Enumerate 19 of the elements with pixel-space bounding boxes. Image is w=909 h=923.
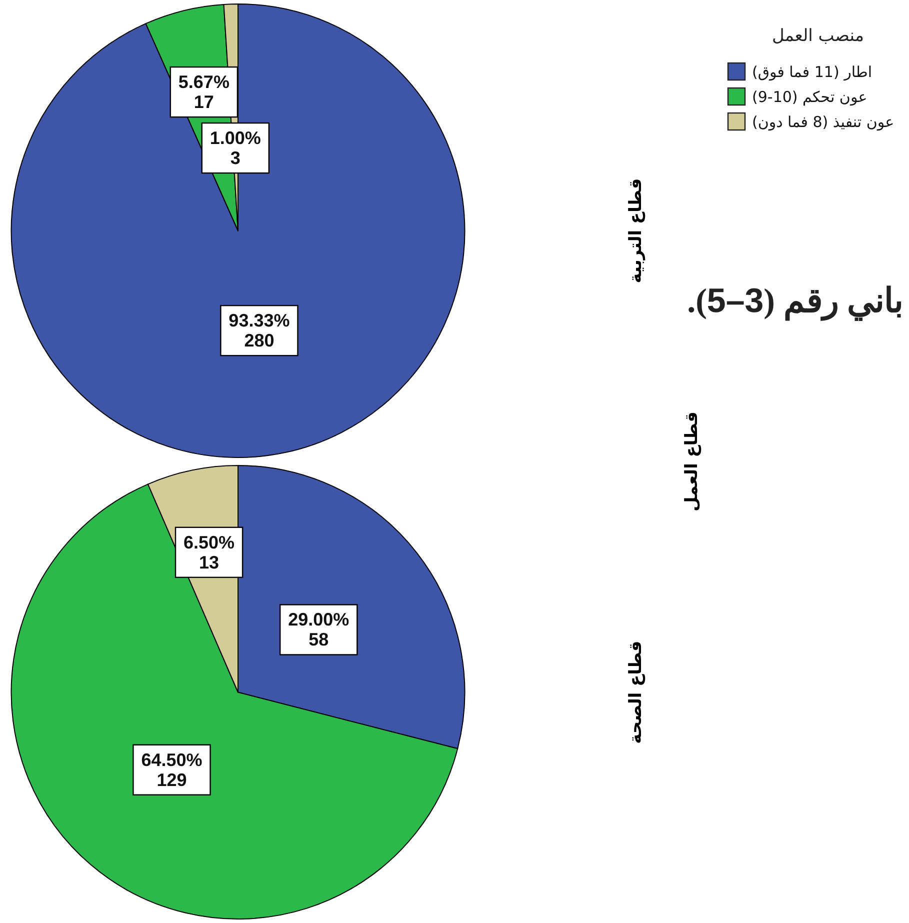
- text: قطاع التربية: [626, 178, 646, 284]
- data-label: 1.00% 3: [210, 128, 261, 168]
- data-label: 93.33% 280: [228, 310, 290, 351]
- legend-label: عون تحكم (10-9): [752, 88, 868, 106]
- text: قطاع العمل: [682, 412, 702, 512]
- legend-label: عون تنفيذ (8 فما دون): [752, 113, 894, 131]
- data-label: 5.67% 17: [170, 66, 238, 118]
- data-label: 29.00% 58: [280, 604, 358, 656]
- legend-title: منصب العمل: [772, 26, 864, 46]
- data-label: 93.33% 280: [220, 304, 298, 356]
- data-label: 29.00% 58: [288, 610, 350, 650]
- data-label: 64.50% 129: [141, 750, 202, 790]
- data-label: 64.50% 129: [132, 744, 211, 796]
- data-label: 6.50% 13: [174, 526, 244, 578]
- data-label: 5.67% 17: [178, 72, 230, 112]
- data-label: 6.50% 13: [184, 532, 235, 572]
- legend-label: اطار (11 فما فوق): [752, 63, 872, 81]
- text: قطاع الصحة: [626, 640, 646, 744]
- data-label: 1.00% 3: [201, 122, 270, 174]
